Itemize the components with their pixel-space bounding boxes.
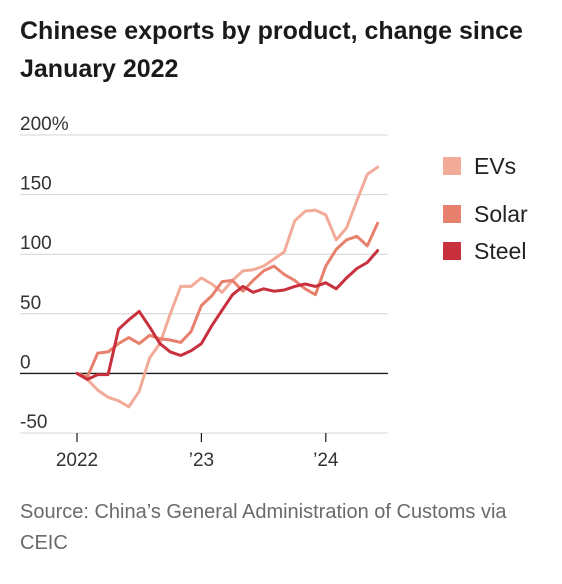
series-line-steel [75, 249, 380, 381]
x-tick-label: ’24 [313, 450, 339, 471]
x-tick-label: 2022 [56, 450, 98, 471]
series-line-solar [75, 221, 380, 379]
y-tick-label: -50 [20, 412, 47, 433]
y-tick-label: 100 [20, 233, 52, 254]
x-axis: 2022 ’23 ’24 [56, 433, 339, 471]
legend-label-evs: EVs [474, 153, 516, 179]
series-line-evs [75, 165, 380, 409]
x-tick-label: ’23 [189, 450, 214, 471]
legend: EVs Solar Steel [443, 153, 528, 264]
y-tick-label: 200% [20, 114, 69, 135]
legend-label-steel: Steel [474, 238, 526, 264]
legend-swatch-evs [443, 157, 461, 175]
y-tick-label: 150 [20, 174, 52, 195]
legend-swatch-steel [443, 242, 461, 260]
legend-label-solar: Solar [474, 201, 528, 227]
chart-title: Chinese exports by product, change since… [20, 17, 523, 83]
line-chart: 200% 150 100 50 0 -50 2022 ’23 ’24 EVs Solar Stee… [20, 114, 528, 471]
gridlines [20, 134, 388, 434]
y-tick-label: 0 [20, 352, 31, 373]
source-note: Source: China’s General Administration o… [20, 501, 507, 554]
series-lines [75, 165, 380, 409]
y-axis-labels: 200% 150 100 50 0 -50 [20, 114, 69, 433]
legend-swatch-solar [443, 205, 461, 223]
y-tick-label: 50 [20, 293, 41, 314]
